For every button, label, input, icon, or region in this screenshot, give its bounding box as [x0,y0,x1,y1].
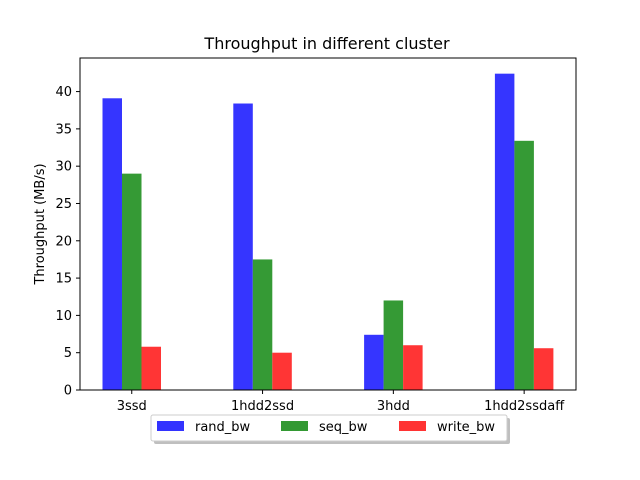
bar-write_bw-3ssd [141,346,161,390]
legend-swatch-rand_bw [157,421,184,431]
x-axis-ticks: 3ssd 1hdd2ssd 3hdd 1hdd2ssdaff [117,390,565,414]
legend-label-seq_bw: seq_bw [319,420,368,435]
bar-rand_bw-1hdd2ssd [233,103,253,391]
legend-label-write_bw: write_bw [437,420,495,435]
legend: rand_bw seq_bw write_bw [150,414,510,444]
x-tick-label: 3ssd [117,399,147,414]
y-tick-label: 0 [64,384,72,399]
legend-items: rand_bw seq_bw write_bw [157,420,495,435]
y-tick-label: 10 [55,309,72,324]
bar-rand_bw-3ssd [102,98,122,390]
bar-seq_bw-1hdd2ssd [252,259,273,390]
bar-seq_bw-3hdd [383,300,404,390]
y-tick-label: 15 [55,272,72,287]
bar-rand_bw-1hdd2ssdaff [494,73,515,390]
x-tick-label: 1hdd2ssdaff [484,399,565,414]
bar-seq_bw-1hdd2ssdaff [514,140,534,390]
y-tick-label: 35 [55,122,72,137]
y-tick-label: 40 [55,85,72,100]
y-tick-label: 5 [64,346,72,361]
y-tick-label: 20 [55,234,72,249]
bar-marks [102,73,554,391]
bar-rand_bw-3hdd [364,334,384,390]
chart-title: Throughput in different cluster [203,34,450,53]
bar-seq_bw-3ssd [122,173,142,390]
legend-label-rand_bw: rand_bw [195,420,251,435]
plot-frame [79,57,577,391]
x-tick-label: 1hdd2ssd [231,399,294,414]
bar-write_bw-3hdd [403,345,423,390]
bar-write_bw-1hdd2ssd [272,352,292,390]
bar-write_bw-1hdd2ssdaff [533,348,554,390]
y-tick-label: 30 [55,160,72,175]
y-axis-label: Throughput (MB/s) [33,163,48,285]
legend-swatch-write_bw [399,421,426,431]
x-tick-label: 3hdd [377,399,410,414]
y-tick-label: 25 [55,197,72,212]
legend-swatch-seq_bw [281,421,308,431]
y-axis-ticks: 0 5 10 15 20 25 30 35 40 [55,85,80,399]
